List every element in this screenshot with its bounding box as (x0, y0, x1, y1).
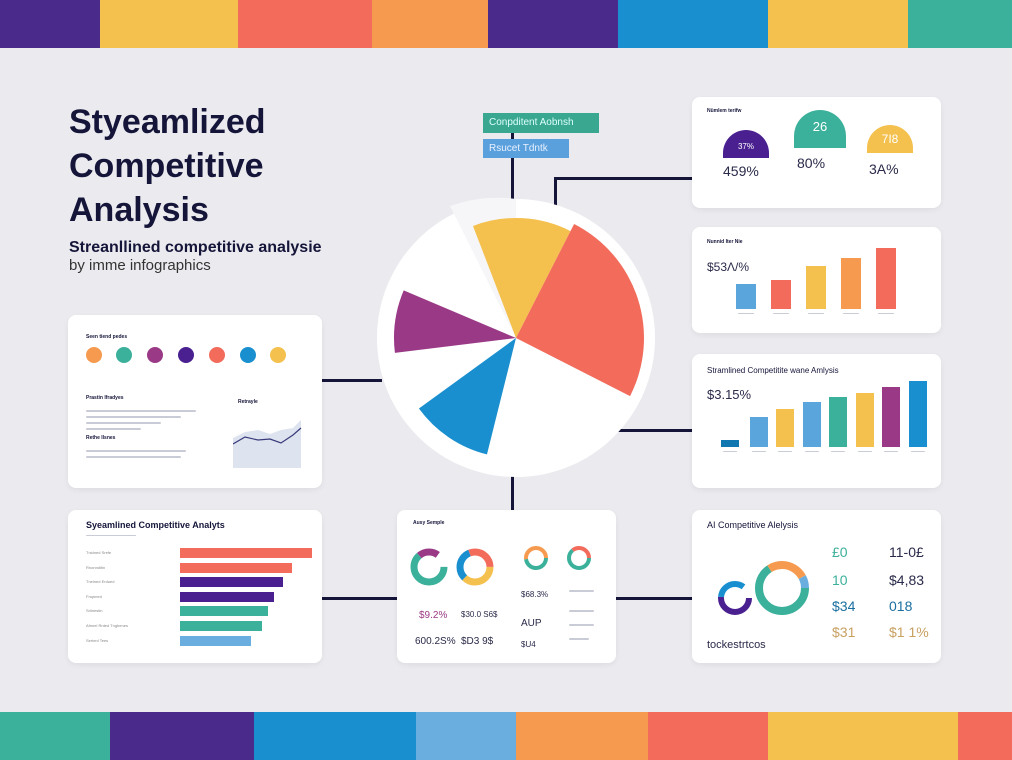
gauge-value: 3A% (869, 161, 899, 177)
stat-value: $68.3% (521, 590, 549, 599)
row-label: Fnqnned (86, 593, 102, 599)
growth-chart-card: Stramlined Competitite wane Amlysis $3.1… (692, 354, 941, 488)
stat-value: $34 (832, 598, 856, 614)
byline: by imme infographics (69, 257, 211, 274)
bar (736, 284, 756, 309)
bar (856, 393, 874, 447)
card-title: AI Competitive Alelysis (707, 520, 799, 530)
card-title: Nümlem terifw (707, 108, 742, 114)
bar-chart-card: Nunnid Iter Nie $53Λ/% (692, 227, 941, 333)
stat-value: $D3 9$ (461, 636, 494, 647)
palette-card: Seen tiend pedes Prastin Ifradyes Rethe … (68, 315, 322, 488)
headline-value: $53Λ/% (707, 260, 750, 274)
stat-value: AUP (521, 618, 542, 629)
section-heading: Rethe Ilsnes (86, 435, 116, 441)
title-line: Analysis (69, 191, 209, 229)
color-dot (240, 347, 256, 363)
stat-value: $1 1% (889, 624, 929, 640)
gauge-card: Nümlem terifw 37% 459% 26 80% 7I8 3A% (692, 97, 941, 208)
color-dot (86, 347, 102, 363)
ranking-bar (180, 606, 268, 617)
bar (909, 381, 927, 447)
bar (806, 266, 826, 309)
page-title: Styeamlized Competitive Analysis (69, 100, 266, 232)
stat-value: $U4 (521, 640, 536, 649)
ranking-bar (180, 621, 262, 631)
row-label: Sertenl Tees (86, 637, 109, 643)
pie-slice (472, 218, 571, 338)
ranking-bar (180, 635, 251, 646)
stat-value: $4,83 (889, 572, 925, 588)
gauge-teal: 26 (794, 110, 846, 148)
stat-value: $31 (832, 624, 856, 640)
footer-text: tockestrtcos (707, 639, 766, 651)
stat-value: $9.2% (419, 610, 448, 621)
color-dot (270, 347, 286, 363)
row-label: Srilnesitn (86, 608, 103, 614)
gauge-value: 80% (797, 155, 826, 171)
ranking-bar (180, 548, 312, 558)
title-line: Competitive (69, 147, 264, 185)
bar-ranking-card: Syeamlined Competitive Analyts Tnidned S… (68, 510, 322, 663)
stats-card: AI Competitive Alelysis £0 11-0£ 10 $4,8… (692, 510, 941, 663)
pie-slice (394, 290, 516, 353)
pie-slice (418, 338, 516, 455)
bar (882, 387, 900, 447)
card-title: Syeamlined Competitive Analyts (86, 520, 225, 530)
area-chart (233, 420, 302, 468)
bar (771, 280, 791, 309)
bar (876, 248, 896, 309)
gauge-purple: 37% (723, 130, 769, 158)
section-heading: Prastin Ifradyes (86, 395, 124, 401)
gauge-yellow: 7I8 (867, 125, 913, 153)
bar (750, 417, 768, 447)
pie-slice (516, 223, 644, 397)
row-label: Rnonnditin (86, 564, 106, 570)
card-title: Stramlined Competitite wane Amlysis (707, 366, 839, 375)
tag-recent: Rsucet Tdntk (483, 139, 569, 158)
donut-card: Ausy Semple $9.2% 600.2S% $30.0 S6$ $D3 … (397, 510, 616, 663)
bar (721, 440, 739, 447)
row-label: Afnnel Rnted Tnghenes (86, 623, 128, 628)
bar (803, 402, 821, 447)
stat-value: $30.0 S6$ (461, 610, 498, 619)
row-label: Tnelned Erdued (86, 579, 115, 585)
card-title: Nunnid Iter Nie (707, 239, 743, 245)
color-dot (116, 347, 132, 363)
chart-title: Retrayle (238, 399, 258, 405)
bar (841, 258, 861, 309)
ranking-bar (180, 577, 283, 588)
donut-group (410, 546, 591, 586)
card-title: Seen tiend pedes (86, 334, 128, 340)
title-line: Styeamlized (69, 103, 266, 141)
stat-value: £0 (832, 544, 848, 560)
color-dot (147, 347, 163, 363)
stat-value: 11-0£ (889, 544, 924, 560)
bar (829, 397, 847, 447)
bar (776, 409, 794, 447)
row-label: Tnidned Srefe (86, 550, 112, 555)
color-dot (209, 347, 225, 363)
ranking-bar (180, 562, 292, 573)
donut-pair (718, 561, 809, 615)
headline-value: $3.15% (707, 387, 752, 402)
ranking-bar (180, 591, 274, 602)
stat-value: 018 (889, 598, 913, 614)
subtitle: Streanllined competitive analysie (69, 239, 322, 256)
stat-value: 10 (832, 572, 848, 588)
central-pie-chart (377, 197, 655, 477)
color-dot (178, 347, 194, 363)
card-title: Ausy Semple (413, 520, 445, 526)
gauge-value: 459% (723, 163, 759, 179)
stat-value: 600.2S% (415, 636, 456, 647)
tag-competitor: Conpditent Aobnsh (483, 113, 599, 133)
